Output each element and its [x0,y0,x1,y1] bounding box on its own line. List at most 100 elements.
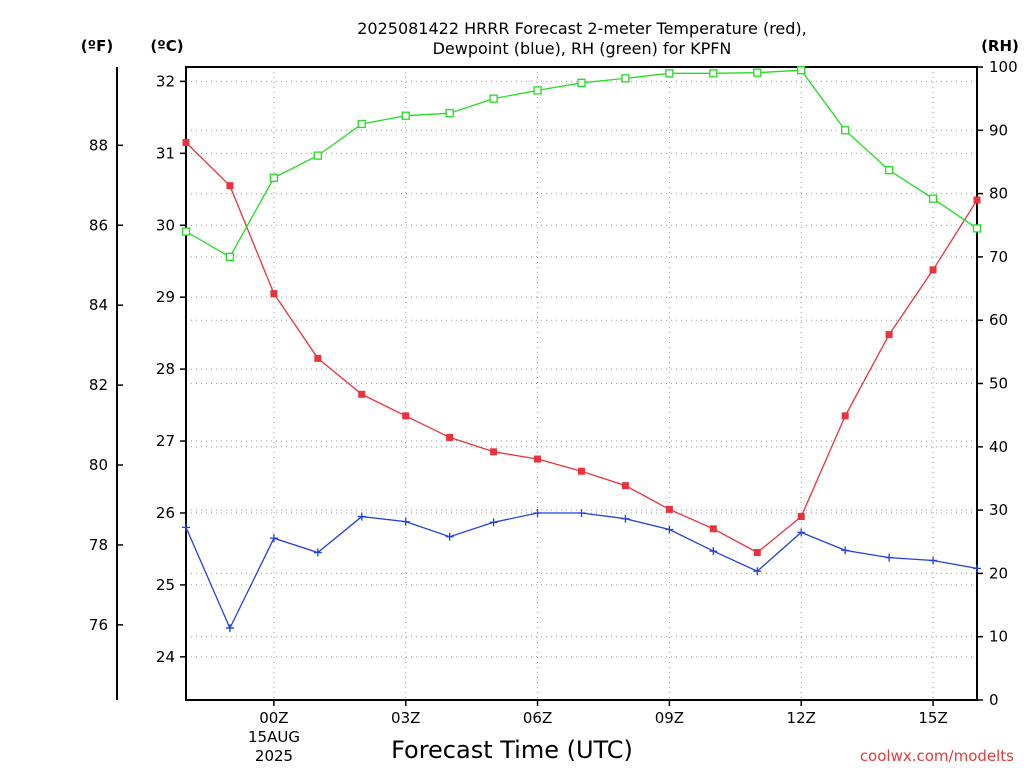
celsius-tick-label: 29 [156,288,175,306]
fahrenheit-tick-label: 88 [89,136,108,154]
rh-tick-label: 20 [989,564,1008,582]
dewpoint-point [357,512,366,521]
rh-axis-ticks: 0 10 20 30 40 50 60 70 80 90 100 [977,58,1018,709]
dewpoint-point [797,528,806,537]
rh-tick-label: 90 [989,121,1008,139]
rh-line [185,69,978,258]
dewpoint-line [185,512,978,630]
temperature-point [402,412,410,420]
dewpoint-point [313,548,322,557]
temperature-point [709,525,717,533]
rh-point [665,69,674,78]
dewpoint-point [621,514,630,523]
temperature-point [358,390,366,398]
dewpoint-point [533,508,542,517]
rh-tick-label: 50 [989,375,1008,393]
temperature-point [841,412,849,420]
chart-title-line-2: Dewpoint (blue), RH (green) for KPFN [433,39,732,58]
rh-point [269,173,279,182]
fahrenheit-tick-label: 86 [89,216,108,234]
celsius-tick-label: 32 [156,72,175,90]
temperature-point [314,354,322,362]
fahrenheit-axis-ticks: 76 78 80 82 84 86 88 [89,136,123,634]
rh-tick-label: 70 [989,248,1008,266]
fahrenheit-tick-label: 78 [89,536,108,554]
rh-unit-label: (RH) [981,37,1019,55]
celsius-axis-ticks: 24 25 26 27 28 29 30 31 32 [156,72,186,666]
temperature-point [578,467,585,475]
temperature-point [490,448,498,456]
dewpoint-point [225,624,234,633]
temperature-point [885,331,893,339]
time-tick-label: 03Z [391,709,420,727]
celsius-unit-label: (ºC) [150,37,183,55]
rh-point [972,224,982,233]
temperature-point [973,196,981,204]
temperature-series [182,139,981,557]
rh-series [181,66,982,262]
credit-text: coolwx.com/modelts [860,747,1014,765]
temperature-point [182,139,190,147]
dewpoint-point [885,553,894,562]
dewpoint-point [973,564,981,573]
rh-point [401,111,410,120]
dewpoint-point [182,523,190,532]
rh-point [357,119,366,129]
time-tick-label: 15Z [918,709,947,727]
celsius-tick-label: 24 [156,648,175,666]
rh-point [884,166,894,175]
dewpoint-point [753,567,762,576]
rh-tick-label: 80 [989,185,1008,203]
temperature-line [185,142,978,554]
celsius-tick-label: 30 [156,216,175,234]
rh-tick-label: 40 [989,438,1008,456]
temperature-point [534,455,542,463]
fahrenheit-unit-label: (ºF) [81,37,113,55]
rh-point [313,151,322,160]
dewpoint-point [577,508,586,517]
celsius-tick-label: 31 [156,144,175,162]
rh-point [753,68,762,77]
temperature-point [753,549,761,557]
rh-tick-label: 30 [989,501,1008,519]
grid-lines [186,67,977,700]
dewpoint-point [269,534,278,543]
time-axis-ticks: 00Z 03Z 06Z 09Z 12Z 15Z [259,700,948,727]
temperature-point [226,182,234,190]
time-tick-label: 12Z [787,709,816,727]
rh-point [489,94,498,103]
dewpoint-point [445,532,454,541]
rh-point [225,252,235,262]
temperature-point [797,513,805,521]
temperature-point [446,433,454,441]
x-date-label-year: 2025 [255,747,293,765]
dewpoint-point [489,518,498,527]
rh-point [577,78,586,87]
rh-point [841,126,850,135]
dewpoint-series [182,508,981,633]
rh-point [181,227,191,236]
fahrenheit-tick-label: 76 [89,616,108,634]
series-layer [181,66,982,633]
rh-tick-label: 60 [989,311,1008,329]
rh-tick-label: 0 [989,691,999,709]
x-axis-label: Forecast Time (UTC) [391,736,633,764]
rh-point [621,74,630,83]
rh-point [445,109,454,118]
dewpoint-point [929,556,938,565]
temperature-point [929,266,937,274]
time-tick-label: 06Z [523,709,552,727]
rh-point [797,66,806,75]
dewpoint-point [841,546,850,555]
celsius-tick-label: 26 [156,504,175,522]
rh-point [709,69,718,78]
fahrenheit-tick-label: 80 [89,456,108,474]
temperature-point [621,482,629,490]
dewpoint-point [709,547,718,556]
rh-tick-label: 100 [989,58,1018,76]
dewpoint-point [401,517,410,526]
rh-point [928,194,938,203]
x-date-label-day: 15AUG [248,728,300,746]
temperature-point [665,505,673,513]
